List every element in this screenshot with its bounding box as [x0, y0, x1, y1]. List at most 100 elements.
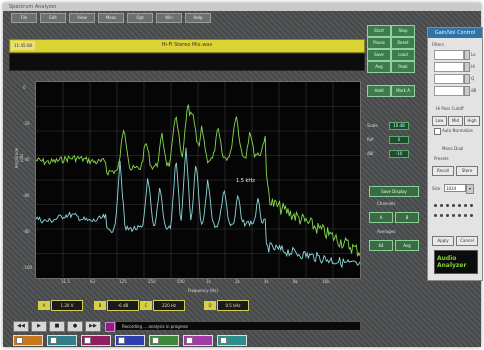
filter-db-field[interactable] — [434, 86, 464, 96]
size-select[interactable]: 1024 — [444, 184, 466, 192]
toolbar-button-4[interactable]: Meas — [98, 13, 124, 23]
mode-label: Mono Dual — [442, 146, 464, 151]
readout-d[interactable]: D 0.5 kHz — [204, 300, 249, 311]
level-dot[interactable] — [458, 214, 461, 217]
side-panel-title: Gain/Vol Control — [428, 28, 482, 38]
channel-swatch[interactable] — [183, 335, 213, 346]
rewind-button[interactable]: ◀◀ — [13, 321, 29, 332]
level-dot[interactable] — [470, 204, 473, 207]
filter-hi-field[interactable] — [434, 62, 464, 72]
level-dot[interactable] — [434, 214, 437, 217]
channel-swatch[interactable] — [81, 335, 111, 346]
x-tick-label: 16k — [322, 279, 330, 284]
load-button[interactable]: Load — [391, 49, 415, 61]
level-dot[interactable] — [446, 204, 449, 207]
spectrum-plot[interactable]: 1.5 kHz — [35, 81, 361, 279]
overview-strip — [9, 53, 365, 71]
pause-button[interactable]: Pause — [367, 37, 391, 49]
level-dot[interactable] — [440, 214, 443, 217]
level-dot[interactable] — [452, 214, 455, 217]
preset-recall-button[interactable]: Recall — [432, 166, 454, 176]
toolbar-button-7[interactable]: Help — [185, 13, 211, 23]
trace-green — [35, 104, 361, 257]
title-bar: Spectrum Analyzer — [3, 3, 481, 11]
channel-checkbox[interactable] — [152, 337, 159, 344]
readout-d-label: D — [204, 301, 216, 310]
auto-normalize-checkbox[interactable] — [434, 128, 441, 135]
level-dot[interactable] — [470, 214, 473, 217]
hold-button[interactable]: Hold — [367, 85, 391, 97]
channel-checkbox[interactable] — [16, 337, 23, 344]
plot-grid — [36, 82, 360, 278]
channel-swatch[interactable] — [115, 335, 145, 346]
cancel-button[interactable]: Cancel — [456, 236, 478, 246]
filter-hi-spinner[interactable] — [464, 62, 470, 72]
filter-lo-field[interactable] — [434, 50, 464, 60]
stop-transport-button[interactable]: ■ — [49, 321, 65, 332]
level-dot[interactable] — [452, 204, 455, 207]
channel-checkbox[interactable] — [186, 337, 193, 344]
averages-button[interactable]: Avg — [395, 240, 419, 251]
peak-button[interactable]: Peak — [391, 61, 415, 73]
record-button[interactable]: ● — [67, 321, 83, 332]
filter-high-button[interactable]: High — [464, 116, 480, 126]
save-button[interactable]: Save — [367, 49, 391, 61]
filter-mid-button[interactable]: Mid — [448, 116, 463, 126]
channel-checkbox[interactable] — [50, 337, 57, 344]
level-dot[interactable] — [464, 204, 467, 207]
db-per-value[interactable]: -10 — [389, 150, 409, 158]
filter-low-button[interactable]: Low — [432, 116, 447, 126]
file-name: Hi-Fi Stereo Mix.wav — [161, 42, 213, 48]
level-dot[interactable] — [458, 204, 461, 207]
readout-a[interactable]: A 1.20 V — [38, 300, 83, 311]
file-name-bar: 11:45:08 Hi-Fi Stereo Mix.wav — [9, 39, 365, 53]
save-display-button[interactable]: Save Display — [369, 186, 419, 197]
toolbar-button-2[interactable]: Edit — [40, 13, 66, 23]
toolbar-button-6[interactable]: Win — [156, 13, 182, 23]
channel-a-button[interactable]: A — [369, 212, 393, 223]
fast-forward-button[interactable]: ▶▶ — [85, 321, 101, 332]
x-tick-label: 125 — [119, 279, 127, 284]
filter-db-label: dB — [471, 88, 477, 93]
apply-button[interactable]: Apply — [432, 236, 454, 246]
level-dot[interactable] — [440, 204, 443, 207]
chevron-down-icon[interactable]: ▾ — [466, 184, 474, 194]
channel-swatch[interactable] — [47, 335, 77, 346]
preset-store-button[interactable]: Store — [456, 166, 478, 176]
filter-q-field[interactable] — [434, 74, 464, 84]
filter-q-spinner[interactable] — [464, 74, 470, 84]
ref-value[interactable]: 0 — [389, 136, 409, 144]
readout-b[interactable]: B -6 dB — [94, 300, 139, 311]
toolbar-button-1[interactable]: File — [11, 13, 37, 23]
channel-checkbox[interactable] — [220, 337, 227, 344]
readout-a-value: 1.20 V — [60, 303, 74, 308]
channel-swatch[interactable] — [149, 335, 179, 346]
filter-lo-label: Lo — [471, 52, 476, 57]
toolbar-button-3[interactable]: View — [69, 13, 95, 23]
start-button[interactable]: Start — [367, 25, 391, 37]
mark-a-button[interactable]: Mark A — [391, 85, 415, 97]
avg-button[interactable]: Avg — [367, 61, 391, 73]
readout-c[interactable]: C 220 Hz — [140, 300, 185, 311]
level-dot[interactable] — [464, 214, 467, 217]
stop-button[interactable]: Stop — [391, 25, 415, 37]
channel-swatch[interactable] — [13, 335, 43, 346]
channel-swatch[interactable] — [217, 335, 247, 346]
db-per-label: dB/ — [367, 151, 374, 156]
filter-lo-spinner[interactable] — [464, 50, 470, 60]
channel-checkbox[interactable] — [118, 337, 125, 344]
channel-checkbox[interactable] — [84, 337, 91, 344]
reset-button[interactable]: Reset — [391, 37, 415, 49]
level-dot[interactable] — [446, 214, 449, 217]
x-tick-label: 8k — [293, 279, 298, 284]
filter-db-spinner[interactable] — [464, 86, 470, 96]
scale-value[interactable]: 10 dB — [389, 122, 409, 130]
y-tick-label: -20 — [23, 121, 30, 126]
play-button[interactable]: ▶ — [31, 321, 47, 332]
x-tick-label: 2k — [235, 279, 240, 284]
channel-b-button[interactable]: B — [395, 212, 419, 223]
toolbar-button-5[interactable]: Opt — [127, 13, 153, 23]
averages-value[interactable]: 64 — [369, 240, 393, 251]
file-time: 11:45:08 — [11, 41, 35, 50]
level-dot[interactable] — [434, 204, 437, 207]
